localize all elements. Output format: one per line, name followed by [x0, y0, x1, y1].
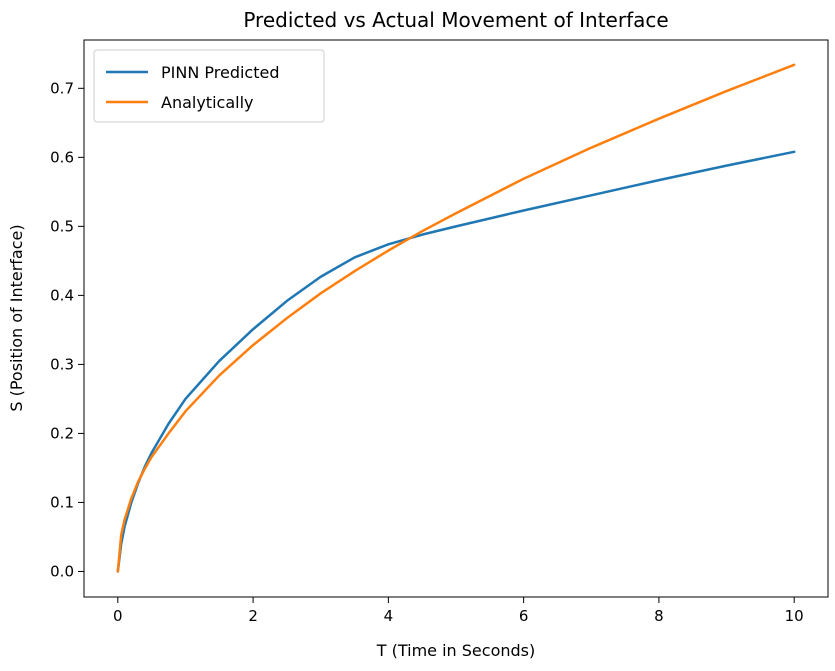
- y-tick-label: 0.5: [50, 217, 74, 235]
- x-tick-label: 0: [113, 607, 123, 625]
- x-axis: 0 2 4 6 8 10: [113, 597, 804, 625]
- y-tick-label: 0.3: [50, 355, 74, 373]
- x-tick-label: 6: [519, 607, 529, 625]
- series-line-0: [116, 150, 796, 573]
- series-group: [116, 63, 796, 573]
- y-tick-label: 0.2: [50, 424, 74, 442]
- y-axis: 0.0 0.1 0.2 0.3 0.4 0.5 0.6 0.7: [50, 79, 84, 580]
- x-tick-label: 2: [248, 607, 258, 625]
- x-tick-label: 8: [654, 607, 664, 625]
- y-tick-label: 0.7: [50, 79, 74, 97]
- plot-frame: [83, 39, 829, 598]
- legend-label-analytic: Analytically: [161, 93, 253, 112]
- legend: PINN Predicted Analytically: [93, 49, 325, 123]
- y-axis-label: S (Position of Interface): [7, 224, 26, 411]
- y-tick-label: 0.0: [50, 562, 74, 580]
- y-tick-label: 0.4: [50, 286, 74, 304]
- y-tick-label: 0.1: [50, 493, 74, 511]
- x-tick-label: 10: [785, 607, 804, 625]
- x-tick-label: 4: [384, 607, 394, 625]
- x-axis-label: T (Time in Seconds): [376, 641, 535, 660]
- legend-label-pinn: PINN Predicted: [161, 63, 280, 82]
- series-line-1: [116, 63, 796, 573]
- chart-title: Predicted vs Actual Movement of Interfac…: [243, 8, 668, 32]
- legend-box: [93, 49, 325, 123]
- y-tick-label: 0.6: [50, 148, 74, 166]
